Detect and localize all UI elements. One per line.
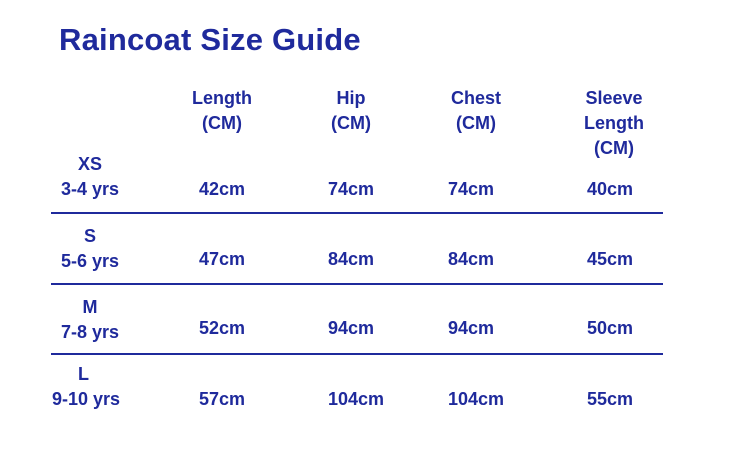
table-cell: 50cm (586, 318, 634, 338)
table-cell: 104cm (327, 389, 385, 409)
table-cell: 55cm (586, 389, 634, 409)
size-age: 7-8 yrs (60, 322, 120, 342)
column-header-chest: Chest (CM) (426, 86, 526, 136)
size-name: XS (77, 154, 102, 174)
size-name: S (83, 226, 96, 246)
table-cell: 57cm (198, 389, 246, 409)
column-header-length: Length (CM) (172, 86, 272, 136)
table-cell: 74cm (447, 179, 495, 199)
table-cell: 40cm (586, 179, 634, 199)
row-divider (51, 283, 663, 285)
size-age: 9-10 yrs (52, 389, 121, 409)
header-line: (CM) (456, 113, 496, 133)
header-line: Sleeve (585, 88, 643, 108)
row-divider (51, 353, 663, 355)
table-cell: 84cm (447, 249, 495, 269)
table-cell: 42cm (198, 179, 246, 199)
header-line: (CM) (202, 113, 242, 133)
header-line: Length (584, 113, 644, 133)
table-cell: 47cm (198, 249, 246, 269)
table-cell: 94cm (327, 318, 375, 338)
table-cell: 104cm (447, 389, 505, 409)
size-age: 5-6 yrs (60, 251, 120, 271)
column-header-sleeve-length: Sleeve Length (CM) (564, 86, 664, 161)
size-label-xs: XS 3-4 yrs (40, 152, 140, 202)
table-cell: 45cm (586, 249, 634, 269)
size-name: M (82, 297, 98, 317)
column-header-hip: Hip (CM) (301, 86, 401, 136)
table-cell: 52cm (198, 318, 246, 338)
size-name: L (78, 364, 89, 384)
header-line: (CM) (594, 138, 634, 158)
header-line: Chest (450, 88, 501, 108)
table-cell: 84cm (327, 249, 375, 269)
size-label-l: L 9-10 yrs (40, 362, 140, 412)
table-cell: 94cm (447, 318, 495, 338)
size-age: 3-4 yrs (60, 179, 120, 199)
page-title: Raincoat Size Guide (59, 22, 361, 57)
table-cell: 74cm (327, 179, 375, 199)
header-line: Hip (336, 88, 366, 108)
size-label-s: S 5-6 yrs (40, 224, 140, 274)
header-line: (CM) (331, 113, 371, 133)
header-line: Length (192, 88, 252, 108)
size-label-m: M 7-8 yrs (40, 295, 140, 345)
row-divider (51, 212, 663, 214)
